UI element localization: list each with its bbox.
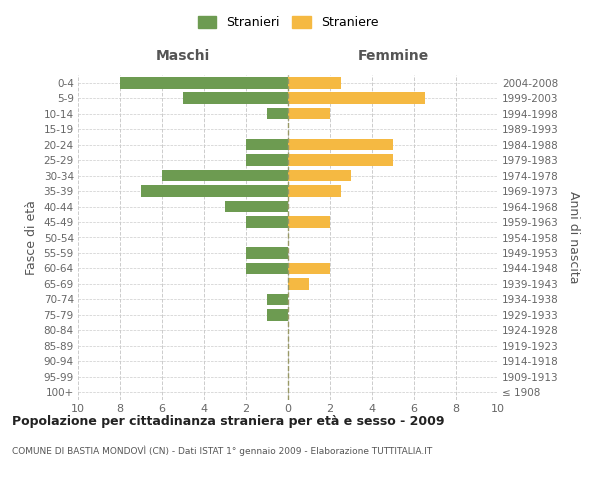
Bar — [162, 170, 288, 181]
Bar — [288, 278, 309, 289]
Bar — [288, 154, 393, 166]
Bar — [288, 92, 425, 104]
Bar — [288, 108, 330, 120]
Bar — [141, 186, 288, 197]
Y-axis label: Fasce di età: Fasce di età — [25, 200, 38, 275]
Bar — [246, 262, 288, 274]
Bar — [246, 139, 288, 150]
Bar — [288, 77, 341, 88]
Bar — [225, 200, 288, 212]
Bar — [246, 216, 288, 228]
Bar — [288, 170, 351, 181]
Bar — [183, 92, 288, 104]
Bar — [120, 77, 288, 88]
Legend: Stranieri, Straniere: Stranieri, Straniere — [193, 11, 383, 34]
Bar — [267, 108, 288, 120]
Bar — [267, 309, 288, 320]
Text: Popolazione per cittadinanza straniera per età e sesso - 2009: Popolazione per cittadinanza straniera p… — [12, 415, 445, 428]
Text: Maschi: Maschi — [156, 48, 210, 62]
Bar — [288, 139, 393, 150]
Bar — [288, 262, 330, 274]
Bar — [246, 154, 288, 166]
Bar — [288, 216, 330, 228]
Bar — [246, 247, 288, 259]
Y-axis label: Anni di nascita: Anni di nascita — [567, 191, 580, 284]
Bar — [267, 294, 288, 305]
Text: COMUNE DI BASTIA MONDOVÌ (CN) - Dati ISTAT 1° gennaio 2009 - Elaborazione TUTTIT: COMUNE DI BASTIA MONDOVÌ (CN) - Dati IST… — [12, 445, 432, 456]
Text: Femmine: Femmine — [358, 48, 428, 62]
Bar — [288, 186, 341, 197]
